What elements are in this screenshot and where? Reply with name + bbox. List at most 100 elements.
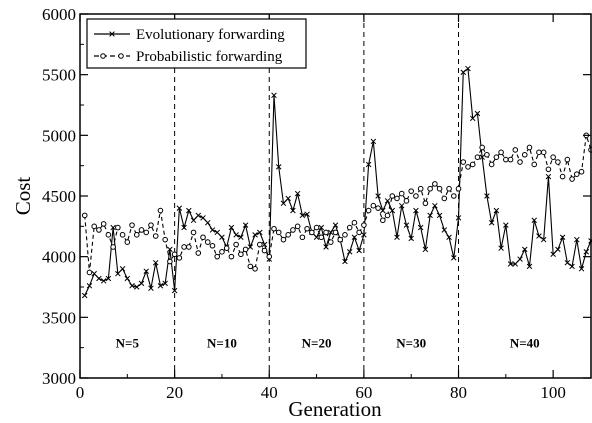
data-point-x [134,284,140,290]
data-point-x [365,161,372,168]
data-point-o [446,185,452,192]
data-point-x [389,207,396,214]
data-point-o [503,156,509,163]
data-point-o [96,227,102,233]
data-point-o [204,239,211,245]
data-point-x [540,236,547,243]
data-point-x [569,263,575,270]
data-point-x [148,285,154,291]
data-point-x [247,244,254,250]
data-point-o [441,195,448,202]
data-point-o [517,159,523,165]
data-point-x [195,212,202,219]
data-point-x [417,224,424,231]
data-point-x [167,246,173,253]
axes: 0 20 40 60 80 100 3000 3500 4000 4500 5000 5500 6000 [42,5,591,402]
data-point-x [313,234,320,241]
data-point-o [162,236,168,243]
data-point-o [190,229,197,236]
data-point-o [157,207,164,214]
data-point-x [115,270,121,277]
data-point-x [285,195,291,202]
data-point-o [129,222,135,228]
data-point-o [574,171,580,177]
data-point-x [261,241,268,248]
data-point-o [559,173,566,180]
y-tick-label: 4500 [42,187,76,206]
data-point-o [469,161,476,168]
series-markers-1 [81,132,592,276]
data-point-x [238,234,244,241]
data-point-x [465,65,471,72]
data-point-x [370,138,377,145]
data-point-o [531,161,538,168]
data-point-x [233,232,239,238]
data-point-o [356,229,362,236]
data-point-x [555,246,561,253]
data-point-o [91,223,97,230]
y-axis-label: Cost [11,177,35,216]
data-point-o [115,224,121,231]
data-point-x [204,219,211,226]
data-point-o [403,198,410,204]
data-point-x [304,211,310,217]
data-point-o [313,224,320,231]
region-label: N=20 [302,336,332,351]
data-point-x [252,232,258,238]
data-point-x [484,193,490,199]
x-tick-label: 0 [76,383,85,402]
data-point-x [171,287,178,294]
data-point-o [167,258,173,265]
data-point-x [143,268,149,274]
data-point-x [138,280,145,287]
data-point-x [545,173,552,180]
data-point-x [446,234,452,241]
legend-box [86,18,307,69]
region-label: N=30 [396,336,426,351]
data-point-o [223,245,230,251]
data-point-x [81,292,88,299]
data-point-x [427,212,433,219]
data-point-o [261,247,268,254]
data-point-o [138,227,145,233]
data-point-o [408,188,415,194]
data-point-x [451,255,457,261]
data-point-x [559,234,566,241]
data-point-x [351,234,358,241]
data-point-x [380,207,386,214]
data-point-x [413,207,419,214]
data-point-x [280,200,287,207]
data-point-x [294,190,301,197]
data-point-x [536,233,542,239]
x-tick-label: 20 [166,383,183,402]
data-point-o [342,232,348,238]
legend-o-marker [100,53,106,59]
data-point-o [143,229,150,236]
data-point-o [384,212,391,219]
data-point-o [427,185,433,192]
data-point-o [219,249,225,255]
data-point-x [583,249,590,255]
data-point-o [346,224,353,231]
data-point-x [384,198,391,204]
data-point-o [436,185,443,192]
data-point-o [309,229,315,236]
data-point-o [124,239,131,245]
data-point-x [403,222,410,228]
data-point-x [119,266,126,272]
data-point-x [574,236,580,243]
data-point-o [238,251,244,258]
data-point-x [550,251,556,257]
data-point-o [290,227,296,233]
data-point-x [332,222,339,228]
data-point-o [578,168,585,175]
data-point-o [176,255,183,261]
data-point-o [200,234,206,241]
data-point-o [280,236,287,243]
data-point-x [361,232,367,238]
data-point-x [346,249,353,255]
data-point-x [394,234,400,241]
region-label: N=40 [510,336,540,351]
data-point-x [564,259,571,266]
data-point-x [176,205,183,211]
